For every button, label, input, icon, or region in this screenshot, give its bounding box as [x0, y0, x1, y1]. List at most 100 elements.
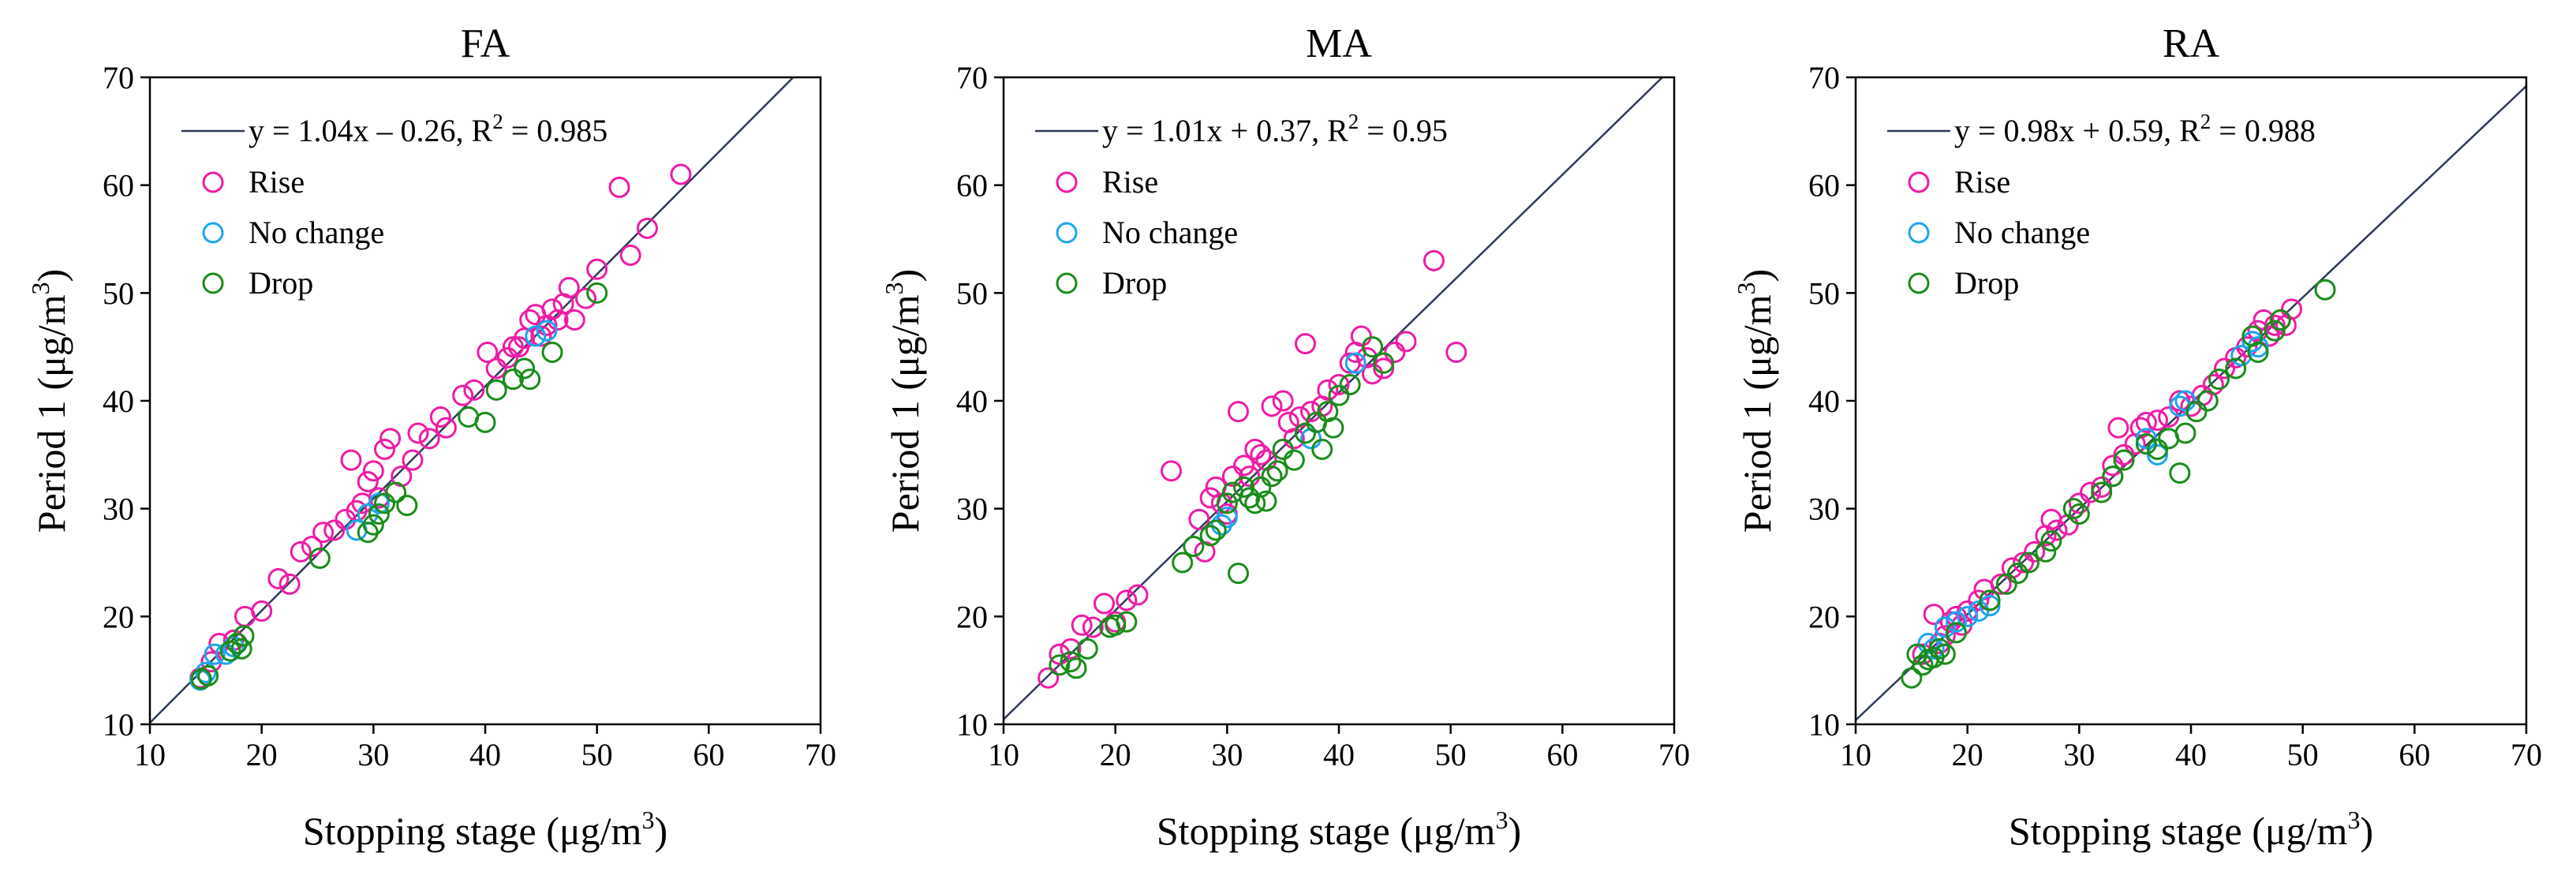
data-point: [2241, 331, 2264, 353]
data-point: [1233, 454, 1255, 477]
legend: y = 0.98x + 0.59, R2 = 0.988 Rise No chang…: [1887, 110, 2316, 301]
data-point: [1244, 439, 1266, 460]
data-point: [514, 357, 536, 380]
data-point: [2169, 462, 2191, 484]
data-point: [368, 503, 390, 525]
data-point: [1210, 492, 1232, 514]
x-tick-label: 50: [1435, 737, 1467, 772]
data-point: [279, 573, 301, 595]
x-tick-label: 20: [1952, 737, 1983, 772]
legend: y = 1.04x – 0.26, R2 = 0.985 Rise No chang…: [181, 110, 608, 301]
y-tick-label: 70: [103, 60, 134, 95]
data-point: [2080, 481, 2101, 503]
data-point: [1127, 584, 1149, 606]
data-point: [463, 379, 485, 401]
data-point: [362, 460, 384, 482]
x-tick-label: 10: [134, 737, 166, 772]
x-axis-label: Stopping stage (μg/m3): [303, 806, 667, 853]
data-point: [1934, 643, 1956, 665]
y-tick-label: 50: [103, 275, 134, 311]
data-point: [204, 643, 226, 665]
data-point: [1901, 667, 1923, 689]
data-point: [1239, 466, 1261, 488]
legend-label: Drop: [249, 265, 313, 301]
data-point: [1228, 401, 1249, 423]
data-point: [2247, 342, 2269, 363]
legend-marker-rise: [202, 171, 224, 193]
legend-marker-drop: [202, 272, 224, 294]
data-point: [1295, 422, 1316, 444]
data-point: [374, 492, 395, 514]
data-point: [2147, 409, 2168, 432]
data-point: [2214, 357, 2235, 380]
legend-marker-rise: [1056, 171, 1078, 193]
chart-title: RA: [2163, 21, 2220, 66]
data-point: [1183, 536, 1205, 557]
data-point: [323, 519, 346, 541]
y-tick-label: 30: [103, 492, 134, 527]
data-point: [1395, 331, 1417, 353]
data-point: [1928, 638, 1950, 660]
legend-marker-no-change: [1908, 222, 1930, 244]
x-tick-label: 40: [1323, 737, 1355, 772]
chart-title: MA: [1306, 21, 1372, 66]
data-point: [1239, 487, 1261, 509]
data-point: [2040, 530, 2062, 552]
legend-marker-rise: [1908, 171, 1930, 193]
data-point: [485, 357, 507, 380]
data-point: [1311, 439, 1333, 460]
data-point: [670, 163, 692, 185]
y-tick-label: 30: [1808, 492, 1840, 527]
data-point: [1373, 352, 1395, 374]
legend-marker-no-change: [1056, 222, 1078, 244]
data-point: [1283, 449, 1305, 471]
data-point: [2281, 298, 2302, 320]
series-no-change: [1917, 331, 2269, 660]
y-tick-label: 20: [1808, 599, 1840, 634]
data-point: [1199, 525, 1221, 547]
data-point: [312, 522, 335, 544]
x-axis-label: Stopping stage (μg/m3): [1157, 806, 1521, 853]
data-point: [1060, 638, 1082, 660]
data-point: [1233, 476, 1255, 498]
data-point: [2269, 309, 2291, 331]
fit-line: [150, 77, 795, 724]
data-point: [563, 309, 585, 331]
data-point: [1968, 600, 1990, 622]
data-point: [608, 176, 630, 198]
data-point: [1912, 654, 1934, 676]
data-point: [1116, 589, 1138, 611]
data-point: [1250, 443, 1272, 466]
data-point: [525, 325, 547, 347]
data-point: [2068, 492, 2090, 514]
data-point: [1261, 466, 1283, 488]
series-drop: [1901, 279, 2336, 689]
legend-label: No change: [1954, 215, 2090, 250]
data-point: [2135, 433, 2157, 455]
data-point: [418, 428, 440, 450]
data-point: [1216, 507, 1238, 529]
y-tick-label: 60: [1808, 168, 1840, 204]
series-drop: [1049, 336, 1395, 679]
chart-title: FA: [461, 21, 510, 66]
data-point: [1295, 333, 1316, 355]
data-point: [1272, 439, 1294, 460]
data-point: [1266, 460, 1288, 482]
x-tick-label: 10: [1840, 737, 1871, 772]
data-point: [2107, 417, 2129, 439]
data-point: [1917, 633, 1939, 654]
data-point: [267, 568, 290, 589]
y-tick-label: 40: [1808, 383, 1840, 419]
data-point: [1272, 390, 1294, 412]
data-point: [477, 342, 499, 363]
data-point: [1934, 616, 1956, 638]
data-point: [2208, 368, 2230, 391]
data-point: [1384, 342, 1406, 363]
data-point: [1373, 357, 1395, 380]
x-tick-label: 70: [1658, 737, 1690, 772]
data-point: [396, 495, 418, 517]
y-tick-label: 40: [956, 383, 988, 419]
data-point: [1205, 519, 1227, 541]
scatter-points: [1901, 279, 2336, 689]
x-tick-label: 50: [581, 737, 613, 772]
